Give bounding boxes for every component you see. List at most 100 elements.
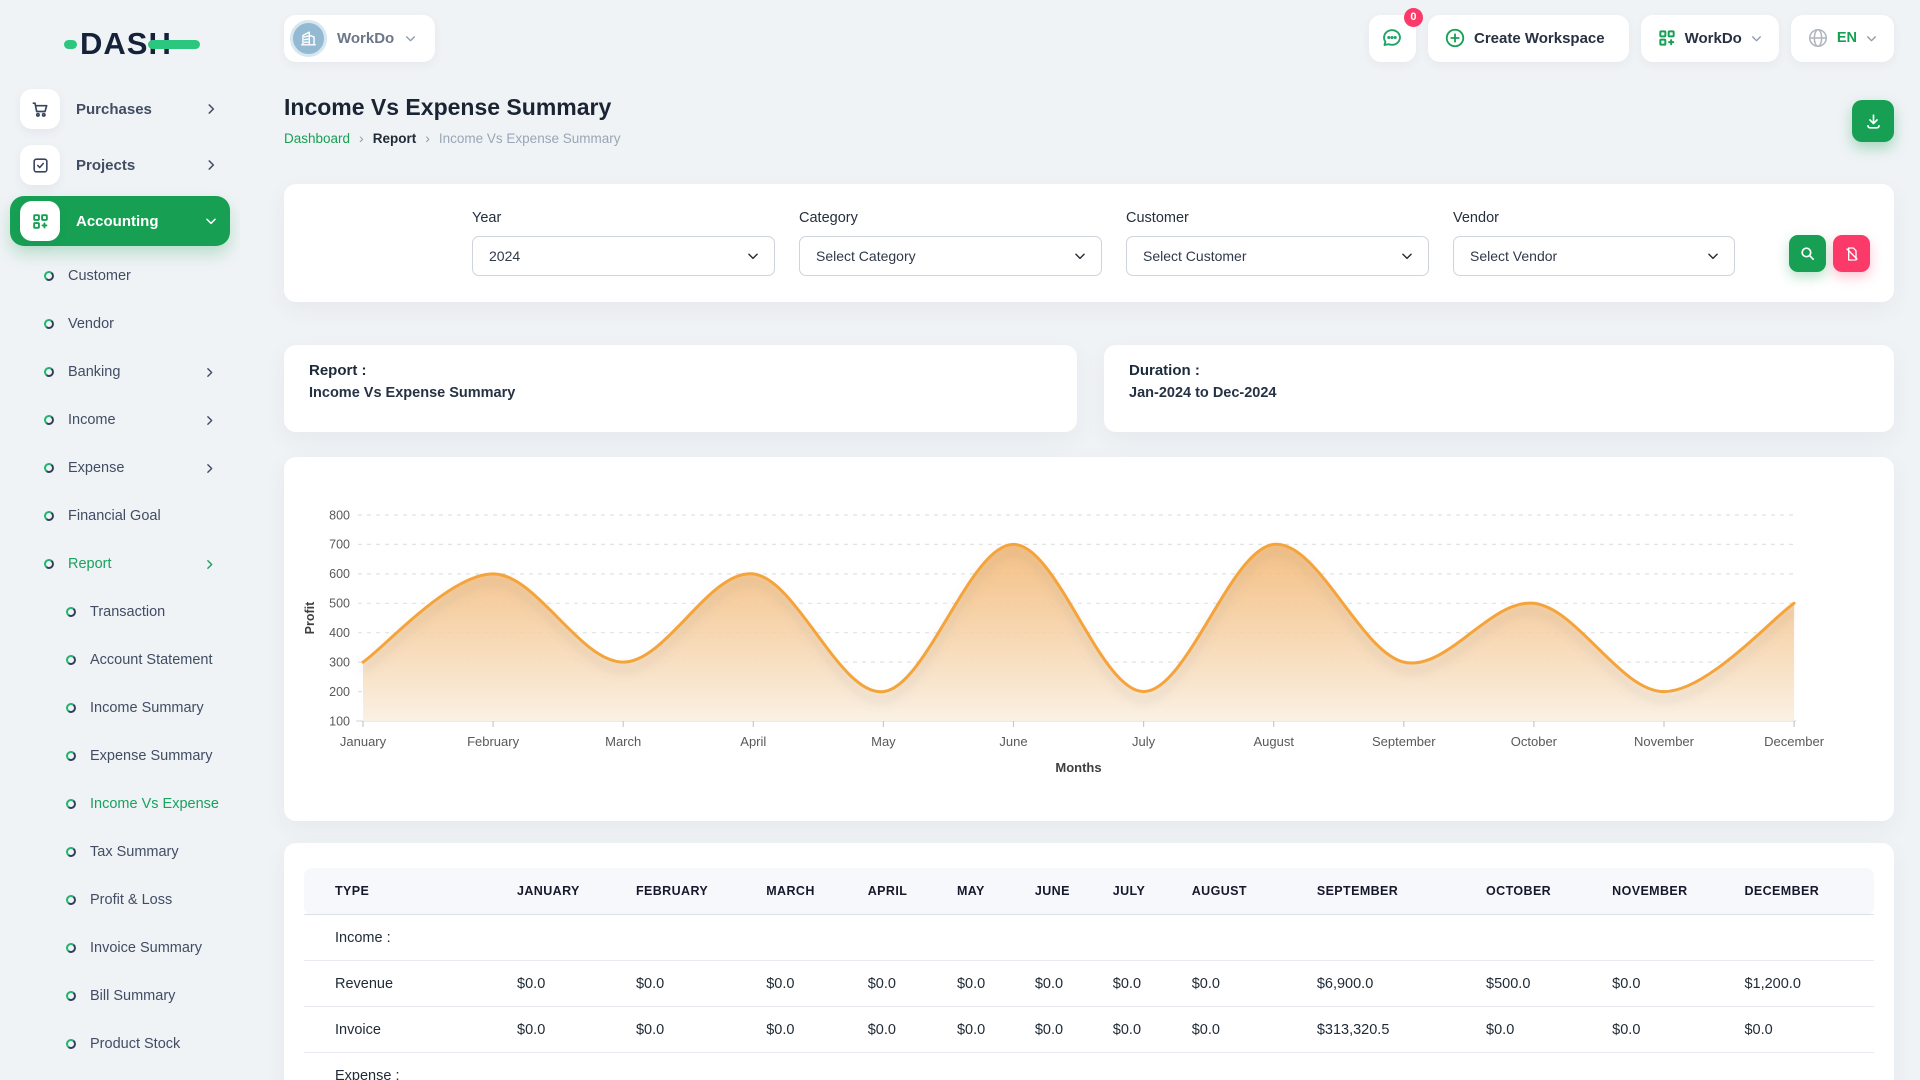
svg-text:400: 400 [329,626,350,640]
table-cell-value: $0.0 [1602,1007,1734,1053]
chevron-down-icon [1865,32,1878,45]
sidebar-item-expense-summary[interactable]: Expense Summary [10,732,230,780]
workspace-selector[interactable]: WorkDo [284,15,435,62]
logo-bar-accent [148,40,200,49]
table-column-header: JUNE [1025,868,1103,915]
category-select-value: Select Category [816,248,916,264]
income-expense-table: TYPE JANUARYFEBRUARYMARCHAPRILMAYJUNEJUL… [304,868,1874,1080]
table-row-label: Revenue [304,961,507,1007]
table-row-label: Invoice [304,1007,507,1053]
table-cell-value: $0.0 [947,1007,1025,1053]
duration-summary-card: Duration : Jan-2024 to Dec-2024 [1104,345,1894,432]
search-icon [1799,245,1816,262]
profit-area-chart: 100200300400500600700800JanuaryFebruaryM… [284,457,1891,821]
bullet-icon [65,606,76,617]
logo-dash-accent [64,40,77,49]
year-label: Year [472,210,775,226]
sidebar-item-product-stock[interactable]: Product Stock [10,1020,230,1068]
table-column-header: MARCH [756,868,858,915]
bullet-icon [65,798,76,809]
chevron-down-icon [1750,32,1763,45]
sidebar-item-label: Purchases [76,101,204,118]
sidebar-item-income[interactable]: Income [10,396,230,444]
vendor-select[interactable]: Select Vendor [1453,236,1735,276]
svg-text:December: December [1764,734,1825,749]
table-cell-value: $0.0 [756,961,858,1007]
table-cell-value: $6,900.0 [1307,961,1476,1007]
sidebar-item-income-vs-expense[interactable]: Income Vs Expense [10,780,230,828]
chevron-right-icon [203,462,216,475]
svg-text:200: 200 [329,685,350,699]
table-column-header: FEBRUARY [626,868,756,915]
vendor-filter: Vendor Select Vendor [1453,210,1735,276]
filter-bar: Year 2024 Category Select Category Custo… [284,184,1894,302]
bullet-icon [65,702,76,713]
language-selector[interactable]: EN [1791,15,1894,62]
table-cell-value: $0.0 [1476,1007,1602,1053]
sidebar-item-label: Transaction [90,604,230,620]
bullet-icon [65,894,76,905]
chevron-down-icon [1400,249,1414,263]
table-column-header: SEPTEMBER [1307,868,1476,915]
breadcrumb-current: Income Vs Expense Summary [439,131,621,146]
topbar-actions: 0 Create Workspace WorkDo EN [1369,15,1894,62]
download-button[interactable] [1852,100,1894,142]
sidebar-item-transaction[interactable]: Transaction [10,588,230,636]
sidebar-item-profit-loss[interactable]: Profit & Loss [10,876,230,924]
sidebar-item-label: Income Vs Expense [90,796,230,812]
sidebar-item-income-summary[interactable]: Income Summary [10,684,230,732]
sidebar-item-label: Product Stock [90,1036,230,1052]
category-select[interactable]: Select Category [799,236,1102,276]
vendor-select-value: Select Vendor [1470,248,1557,264]
table-cell-value: $0.0 [1182,1007,1307,1053]
sidebar-item-account-statement[interactable]: Account Statement [10,636,230,684]
page-title: Income Vs Expense Summary [284,94,620,121]
bullet-icon [43,414,54,425]
sidebar-item-invoice-summary[interactable]: Invoice Summary [10,924,230,972]
create-workspace-button[interactable]: Create Workspace [1428,15,1629,62]
sidebar-item-tax-summary[interactable]: Tax Summary [10,828,230,876]
chevron-down-icon [204,214,218,228]
chevron-right-icon [203,366,216,379]
sidebar-item-expense[interactable]: Expense [10,444,230,492]
svg-text:June: June [999,734,1027,749]
table-cell-value: $0.0 [858,1007,947,1053]
sidebar-item-bill-summary[interactable]: Bill Summary [10,972,230,1020]
table-cell-value: $313,320.5 [1307,1007,1476,1053]
table-cell-value: $0.0 [1602,961,1734,1007]
table-cell-value: $0.0 [1025,961,1103,1007]
svg-text:October: October [1511,734,1558,749]
search-button[interactable] [1789,235,1826,272]
table-cell-value: $1,200.0 [1734,961,1874,1007]
svg-text:November: November [1634,734,1695,749]
table-column-header: NOVEMBER [1602,868,1734,915]
sidebar-item-label: Banking [68,364,203,380]
vendor-label: Vendor [1453,210,1735,226]
sidebar-item-report[interactable]: Report [10,540,230,588]
sidebar-item-projects[interactable]: Projects [10,140,230,190]
bullet-icon [43,366,54,377]
workdo-menu-button[interactable]: WorkDo [1641,15,1779,62]
table-cell-value: $0.0 [626,961,756,1007]
messages-button[interactable]: 0 [1369,15,1416,62]
svg-text:300: 300 [329,655,350,669]
sidebar-item-accounting[interactable]: Accounting [10,196,230,246]
reset-filter-button[interactable] [1833,235,1870,272]
sidebar-item-customer[interactable]: Customer [10,252,230,300]
sidebar-item-vendor[interactable]: Vendor [10,300,230,348]
sidebar-item-financial-goal[interactable]: Financial Goal [10,492,230,540]
sidebar-item-cash-flow[interactable]: Cash Flow [10,1068,230,1080]
sidebar-item-label: Vendor [68,316,230,332]
sidebar-item-label: Tax Summary [90,844,230,860]
table-column-header: DECEMBER [1734,868,1874,915]
year-select[interactable]: 2024 [472,236,775,276]
breadcrumb-report-link[interactable]: Report [373,131,417,146]
sidebar-item-banking[interactable]: Banking [10,348,230,396]
table-cell-value: $0.0 [1025,1007,1103,1053]
customer-label: Customer [1126,210,1429,226]
sidebar-item-purchases[interactable]: Purchases [10,84,230,134]
breadcrumb-dashboard-link[interactable]: Dashboard [284,131,350,146]
customer-select[interactable]: Select Customer [1126,236,1429,276]
dash-logo: DASH [64,24,240,64]
table-section-label: Income : [304,915,1874,961]
